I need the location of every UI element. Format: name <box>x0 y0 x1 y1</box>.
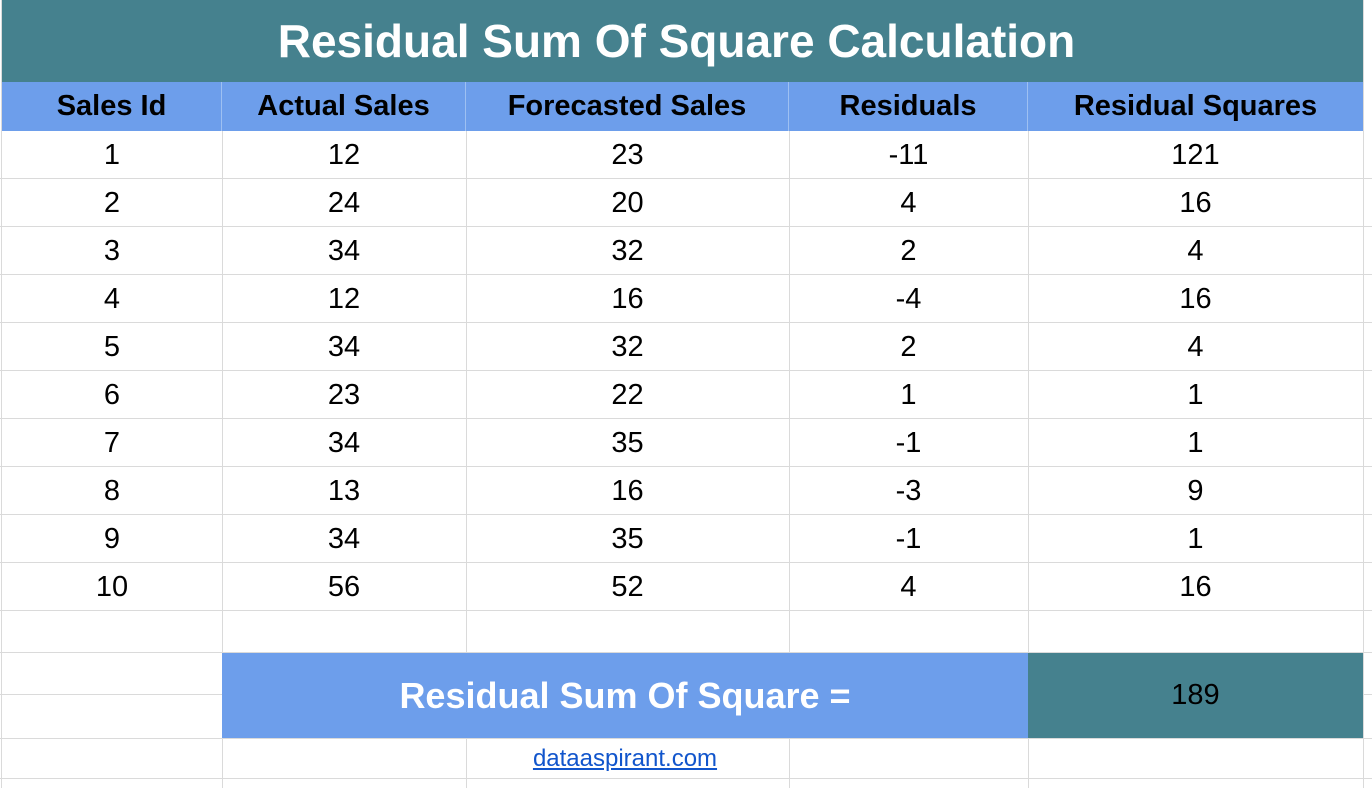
cell-sales-id[interactable]: 4 <box>103 282 121 315</box>
cell-forecasted-sales[interactable]: 22 <box>611 378 644 411</box>
cell-forecasted-sales[interactable]: 20 <box>611 186 644 219</box>
cell-actual-sales[interactable]: 23 <box>327 378 361 411</box>
cell-forecasted-sales[interactable]: 52 <box>611 570 644 603</box>
table-row: 2 24 20 4 16 <box>2 179 1363 227</box>
table-row: 8 13 16 -3 9 <box>2 467 1363 515</box>
cell-residual[interactable]: -4 <box>895 282 922 315</box>
cell-residual-square[interactable]: 1 <box>1187 522 1204 555</box>
table-row: 6 23 22 1 1 <box>2 371 1363 419</box>
table-row: 4 12 16 -4 16 <box>2 275 1363 323</box>
cell-residual[interactable]: -3 <box>895 474 922 507</box>
cell-forecasted-sales[interactable]: 32 <box>611 330 644 363</box>
cell-residual[interactable]: 4 <box>900 186 917 219</box>
cell-sales-id[interactable]: 9 <box>103 522 121 555</box>
cell-actual-sales[interactable]: 24 <box>327 186 361 219</box>
cell-residual-square[interactable]: 1 <box>1187 426 1204 459</box>
cell-actual-sales[interactable]: 12 <box>327 282 361 315</box>
cell-residual-square[interactable]: 1 <box>1187 378 1204 411</box>
cell-forecasted-sales[interactable]: 16 <box>611 282 644 315</box>
cell-residual-square[interactable]: 9 <box>1187 474 1204 507</box>
cell-actual-sales[interactable]: 34 <box>327 330 361 363</box>
cell-sales-id[interactable]: 1 <box>103 138 121 171</box>
cell-residual[interactable]: 1 <box>900 378 917 411</box>
cell-forecasted-sales[interactable]: 23 <box>611 138 644 171</box>
cell-sales-id[interactable]: 7 <box>103 426 121 459</box>
column-header-residual-squares[interactable]: Residual Squares <box>1073 90 1318 122</box>
table-row: 5 34 32 2 4 <box>2 323 1363 371</box>
table-row: 3 34 32 2 4 <box>2 227 1363 275</box>
cell-actual-sales[interactable]: 12 <box>327 138 361 171</box>
cell-residual-square[interactable]: 4 <box>1187 330 1204 363</box>
cell-residual-square[interactable]: 121 <box>1171 138 1220 171</box>
cell-forecasted-sales[interactable]: 32 <box>611 234 644 267</box>
cell-residual[interactable]: 2 <box>900 234 917 267</box>
cell-sales-id[interactable]: 3 <box>103 234 121 267</box>
cell-residual-square[interactable]: 4 <box>1187 234 1204 267</box>
cell-residual-square[interactable]: 16 <box>1179 282 1212 315</box>
column-header-residuals[interactable]: Residuals <box>789 82 1028 131</box>
cell-actual-sales[interactable]: 34 <box>327 522 361 555</box>
cell-forecasted-sales[interactable]: 16 <box>611 474 644 507</box>
source-link[interactable]: dataaspirant.com <box>532 745 718 772</box>
cell-actual-sales[interactable]: 34 <box>327 234 361 267</box>
cell-residual[interactable]: -1 <box>895 426 922 459</box>
cell-forecasted-sales[interactable]: 35 <box>611 426 644 459</box>
cell-residual[interactable]: -11 <box>888 138 929 171</box>
cell-actual-sales[interactable]: 56 <box>327 570 361 603</box>
column-header-actual-sales[interactable]: Actual Sales <box>222 82 466 131</box>
table-header: Sales Id Actual Sales Forecasted Sales R… <box>2 82 1363 131</box>
cell-actual-sales[interactable]: 13 <box>327 474 361 507</box>
cell-residual[interactable]: 2 <box>900 330 917 363</box>
cell-actual-sales[interactable]: 34 <box>327 426 361 459</box>
table-row: 9 34 35 -1 1 <box>2 515 1363 563</box>
page-title[interactable]: Residual Sum Of Square Calculation <box>2 0 1363 82</box>
cell-sales-id[interactable]: 2 <box>103 186 121 219</box>
table-row: 10 56 52 4 16 <box>2 563 1363 611</box>
cell-sales-id[interactable]: 8 <box>103 474 121 507</box>
table-row: 1 12 23 -11 121 <box>2 131 1363 179</box>
cell-forecasted-sales[interactable]: 35 <box>611 522 644 555</box>
column-header-sales-id[interactable]: Sales Id <box>2 82 222 131</box>
total-label[interactable]: Residual Sum Of Square = <box>222 653 1028 738</box>
table-row: 7 34 35 -1 1 <box>2 419 1363 467</box>
total-value[interactable]: 189 <box>1028 653 1363 738</box>
cell-sales-id[interactable]: 5 <box>103 330 121 363</box>
cell-residual-square[interactable]: 16 <box>1179 570 1212 603</box>
column-header-forecasted-sales[interactable]: Forecasted Sales <box>466 82 789 131</box>
cell-sales-id[interactable]: 6 <box>103 378 121 411</box>
cell-sales-id[interactable]: 10 <box>95 570 129 603</box>
cell-residual[interactable]: -1 <box>895 522 922 555</box>
cell-residual[interactable]: 4 <box>900 570 917 603</box>
cell-residual-square[interactable]: 16 <box>1179 186 1212 219</box>
